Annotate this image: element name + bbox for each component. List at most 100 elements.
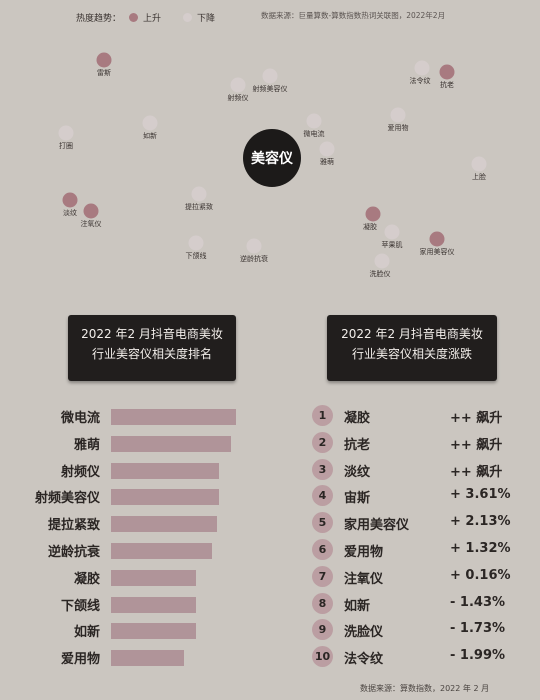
change-row: 3 淡纹 ++ 飙升	[310, 457, 535, 483]
keyword-node-label: 雷斯	[97, 68, 111, 77]
ranking-row: 微电流	[0, 403, 260, 429]
ranking-row: 射频仪	[0, 457, 260, 483]
center-node-label: 美容仪	[251, 150, 294, 167]
keyword-node	[319, 141, 335, 157]
keyword-node-label: 法令纹	[410, 76, 431, 85]
keyword-node-label: 上脸	[472, 172, 486, 181]
keyword-node-label: 打圈	[59, 141, 73, 150]
keyword-node	[246, 238, 262, 254]
keyword-node-label: 下颌线	[186, 251, 207, 260]
ranking-bar	[111, 596, 196, 613]
keyword-node-label: 苹果肌	[382, 240, 403, 249]
keyword-node-label: 射频美容仪	[253, 84, 288, 93]
rank-badge: 10	[312, 646, 333, 668]
keyword-node-label: 淡纹	[63, 208, 77, 217]
rank-badge: 2	[312, 431, 333, 453]
change-value: - 1.43%	[450, 594, 506, 610]
change-keyword: 抗老	[344, 437, 371, 453]
rank-badge: 6	[312, 539, 333, 560]
ranking-title-box: 2022 年2 月抖音电商美妆 行业美容仪相关度排名	[68, 315, 236, 381]
change-value: + 0.16%	[450, 567, 511, 583]
ranking-label: 提拉紧致	[47, 518, 100, 534]
change-keyword: 注氧仪	[344, 571, 384, 587]
change-value: + 3.61%	[450, 487, 511, 503]
ranking-title-line1: 2022 年2 月抖音电商美妆	[81, 327, 223, 341]
ranking-row: 如新	[0, 617, 260, 643]
legend-title: 热度趋势：	[76, 13, 122, 24]
legend-up-swatch	[129, 12, 139, 22]
change-keyword: 淡纹	[344, 464, 371, 480]
keyword-node	[83, 203, 99, 219]
change-value: ++ 飙升	[450, 464, 503, 480]
change-row: 9 洗脸仪 - 1.73%	[310, 617, 535, 643]
ranking-row: 雅萌	[0, 430, 260, 456]
change-title-line2: 行业美容仪相关度涨跌	[351, 347, 472, 361]
keyword-node-label: 雅萌	[320, 157, 334, 166]
change-keyword: 洗脸仪	[344, 625, 384, 641]
ranking-row: 提拉紧致	[0, 510, 260, 536]
change-title-line1: 2022 年2 月抖音电商美妆	[341, 327, 483, 341]
center-node	[243, 129, 301, 187]
legend-down-swatch	[183, 12, 193, 22]
change-row: 7 注氧仪 + 0.16%	[310, 564, 535, 590]
keyword-node-label: 逆龄抗衰	[240, 254, 268, 263]
ranking-label: 下颌线	[60, 598, 100, 614]
ranking-label: 逆龄抗衰	[47, 545, 100, 560]
keyword-node	[439, 64, 455, 80]
ranking-label: 凝胶	[73, 571, 100, 587]
ranking-bar	[111, 650, 184, 667]
rank-badge: 7	[312, 565, 333, 587]
change-row: 1 凝胶 ++ 飙升	[310, 403, 535, 429]
change-keyword: 宙斯	[344, 491, 371, 507]
keyword-node-label: 微电流	[304, 129, 325, 138]
keyword-node-label: 提拉紧致	[185, 202, 213, 211]
ranking-label: 射频仪	[60, 464, 100, 480]
ranking-row: 凝胶	[0, 564, 260, 590]
change-keyword: 法令纹	[344, 652, 384, 668]
keyword-node	[230, 77, 246, 93]
keyword-node	[306, 113, 322, 129]
source-note-bottom: 数据来源：算数指数，2022 年 2 月	[360, 684, 490, 693]
ranking-bar	[111, 516, 218, 533]
keyword-node	[429, 231, 445, 247]
keyword-node	[471, 156, 487, 172]
keyword-node	[188, 235, 204, 251]
keyword-node-label: 抗老	[440, 80, 454, 89]
change-row: 4 宙斯 + 3.61%	[310, 483, 535, 509]
keyword-node	[96, 52, 112, 68]
ranking-label: 微电流	[60, 411, 100, 426]
rank-badge: 9	[312, 619, 333, 641]
ranking-label: 射频美容仪	[34, 491, 100, 507]
change-value: + 2.13%	[450, 514, 511, 530]
keyword-node-label: 如新	[143, 131, 157, 140]
ranking-row: 爱用物	[0, 644, 260, 670]
rank-badge: 3	[312, 458, 333, 480]
change-title-box: 2022 年2 月抖音电商美妆 行业美容仪相关度涨跌	[327, 315, 497, 381]
change-row: 6 爱用物 + 1.32%	[310, 537, 535, 563]
ranking-label: 爱用物	[60, 652, 100, 668]
keyword-node-label: 洗脸仪	[370, 269, 391, 278]
source-note-top: 数据来源：巨量算数-算数指数热词关联图，2022年2月	[261, 11, 446, 20]
change-row: 8 如新 - 1.43%	[310, 591, 535, 617]
change-value: - 1.73%	[450, 621, 506, 637]
rank-badge: 8	[312, 592, 333, 614]
ranking-bar	[111, 543, 213, 559]
ranking-bar	[111, 489, 219, 506]
keyword-node	[374, 253, 390, 269]
ranking-bar	[111, 409, 236, 425]
keyword-node-label: 家用美容仪	[420, 247, 455, 256]
keyword-node-label: 射频仪	[228, 93, 249, 102]
keyword-node	[384, 224, 400, 240]
change-keyword: 如新	[344, 598, 371, 614]
keyword-node	[58, 125, 74, 141]
keyword-node	[62, 192, 78, 208]
change-keyword: 家用美容仪	[344, 518, 410, 534]
ranking-bar	[111, 462, 219, 479]
change-value: ++ 飙升	[450, 411, 503, 426]
keyword-node	[262, 68, 278, 84]
keyword-node	[191, 186, 207, 202]
legend-up-label: 上升	[143, 13, 162, 24]
trend-legend: 热度趋势： 上升 下降	[76, 9, 215, 25]
ranking-title-line2: 行业美容仪相关度排名	[91, 347, 212, 361]
